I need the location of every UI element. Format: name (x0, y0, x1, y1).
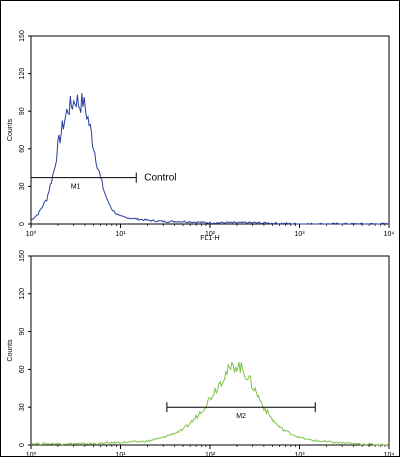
y-tick-label-1: 90 (19, 107, 26, 115)
y-tick-label-2: 30 (19, 403, 26, 411)
x-tick-label-2: 10³ (294, 452, 305, 457)
x-tick-label-2: 10¹ (115, 452, 126, 457)
y-tick-label-1: 120 (19, 68, 26, 80)
annotation-control: Control (144, 173, 176, 184)
x-tick-label-2: 10⁰ (26, 451, 37, 457)
y-tick-label-1: 0 (19, 222, 26, 226)
plot-area-2 (30, 255, 390, 446)
plot-area-1 (30, 35, 390, 225)
x-tick-label-1: 10¹ (115, 231, 126, 238)
x-tick-label-1: 10² (205, 231, 216, 238)
y-axis-title-2: Counts (7, 339, 14, 362)
y-axis-title-1: Counts (7, 118, 14, 141)
x-tick-label-1: 10⁴ (384, 231, 395, 238)
y-tick-label-1: 30 (19, 182, 26, 190)
x-axis-title-1: FL1-H (200, 235, 219, 242)
x-tick-label-1: 10⁰ (26, 230, 37, 238)
x-tick-label-2: 10⁴ (384, 452, 395, 457)
gate-label-m1: M1 (71, 184, 81, 191)
y-tick-label-2: 150 (19, 250, 26, 262)
y-tick-label-2: 120 (19, 288, 26, 300)
x-tick-label-1: 10³ (294, 231, 305, 238)
gate-label-m2: M2 (236, 413, 246, 420)
y-tick-label-1: 150 (19, 30, 26, 42)
x-tick-label-2: 10² (205, 452, 216, 457)
histogram-line-1 (30, 93, 389, 225)
y-tick-label-1: 60 (19, 145, 26, 153)
y-tick-label-2: 0 (19, 443, 26, 447)
histogram-line-2 (30, 361, 390, 446)
y-tick-label-2: 90 (19, 328, 26, 336)
y-tick-label-2: 60 (19, 365, 26, 373)
